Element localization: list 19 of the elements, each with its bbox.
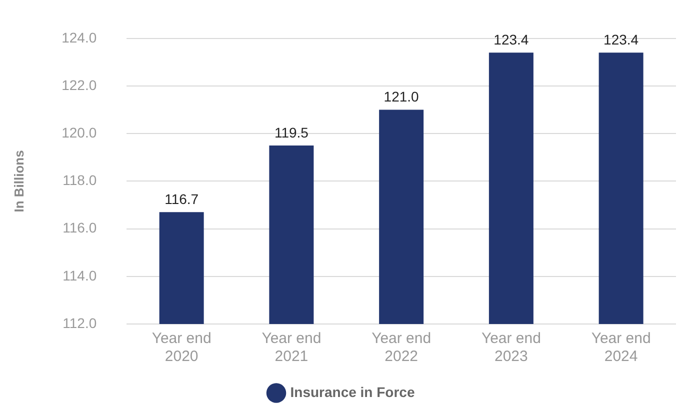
y-tick-label: 116.0 bbox=[62, 220, 97, 236]
x-tick-label: Year end 2022 bbox=[372, 330, 432, 366]
text: 116.7 bbox=[164, 191, 199, 207]
legend-label: Insurance in Force bbox=[290, 384, 415, 400]
y-tick-label: 120.0 bbox=[62, 124, 97, 140]
y-axis-title: In Billions bbox=[11, 150, 26, 212]
text: 119.5 bbox=[274, 124, 308, 140]
y-tick-label: 112.0 bbox=[62, 314, 97, 331]
text: 123.4 bbox=[494, 32, 529, 48]
y-tick-label: 114.0 bbox=[62, 267, 97, 284]
text: 121.0 bbox=[384, 88, 419, 105]
y-tick-label: 122.0 bbox=[62, 76, 97, 93]
x-tick-label: Year end 2024 bbox=[591, 330, 651, 366]
text: 123.4 bbox=[604, 32, 639, 48]
x-tick-label: Year end 2023 bbox=[481, 330, 541, 366]
x-tick-label: Year end 2020 bbox=[152, 330, 212, 366]
y-tick-label: 118.0 bbox=[62, 172, 97, 188]
y-tick-label: 124.0 bbox=[62, 29, 97, 46]
x-tick-label: Year end 2021 bbox=[262, 330, 322, 366]
